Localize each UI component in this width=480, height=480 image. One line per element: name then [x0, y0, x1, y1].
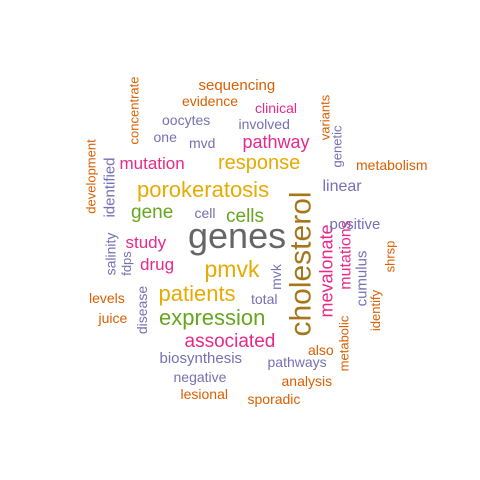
word-cell: cell — [194, 205, 216, 221]
word-mutation: mutation — [119, 153, 185, 173]
word-porokeratosis: porokeratosis — [137, 177, 270, 202]
word-involved: involved — [238, 116, 290, 132]
word-expression: expression — [159, 305, 266, 330]
word-shrsp: shrsp — [382, 240, 398, 272]
word-patients: patients — [158, 281, 236, 306]
word-pathways: pathways — [267, 354, 327, 370]
word-pathway: pathway — [242, 132, 310, 152]
word-levels: levels — [89, 290, 125, 306]
word-positive: positive — [329, 215, 381, 233]
word-one: one — [153, 129, 177, 145]
word-study: study — [125, 232, 167, 252]
word-mvd: mvd — [189, 135, 216, 151]
word-associated: associated — [184, 330, 276, 352]
word-pmvk: pmvk — [204, 255, 260, 282]
word-metabolism: metabolism — [356, 157, 428, 173]
word-juice: juice — [98, 310, 128, 326]
word-response: response — [218, 152, 301, 174]
word-metabolic: metabolic — [336, 315, 352, 371]
word-identified: identified — [101, 156, 119, 218]
word-gene: gene — [131, 201, 174, 223]
word-clinical: clinical — [255, 100, 298, 116]
word-total: total — [251, 291, 278, 307]
word-cholesterol: cholesterol — [284, 191, 318, 337]
word-oocytes: oocytes — [162, 112, 211, 128]
word-salinity: salinity — [101, 232, 118, 276]
word-evidence: evidence — [182, 93, 239, 109]
word-variants: variants — [317, 94, 333, 140]
word-analysis: analysis — [281, 373, 333, 389]
word-genetic: genetic — [329, 125, 345, 167]
word-linear: linear — [322, 178, 362, 195]
word-identify: identify — [367, 289, 383, 331]
word-cells: cells — [226, 205, 265, 227]
word-fdps: fdps — [118, 250, 134, 276]
word-development: development — [83, 138, 99, 214]
word-disease: disease — [134, 285, 151, 335]
word-lesional: lesional — [180, 386, 228, 402]
word-drug: drug — [140, 254, 175, 274]
word-concentrate: concentrate — [126, 76, 142, 144]
word-sequencing: sequencing — [198, 76, 276, 94]
word-negative: negative — [173, 369, 227, 385]
word-mevalonate: mevalonate — [316, 224, 337, 318]
word-also: also — [308, 342, 334, 358]
word-sporadic: sporadic — [247, 391, 301, 407]
word-mvk: mvk — [267, 264, 284, 290]
word-biosynthesis: biosynthesis — [159, 349, 243, 367]
word-genes: genes — [188, 215, 287, 256]
